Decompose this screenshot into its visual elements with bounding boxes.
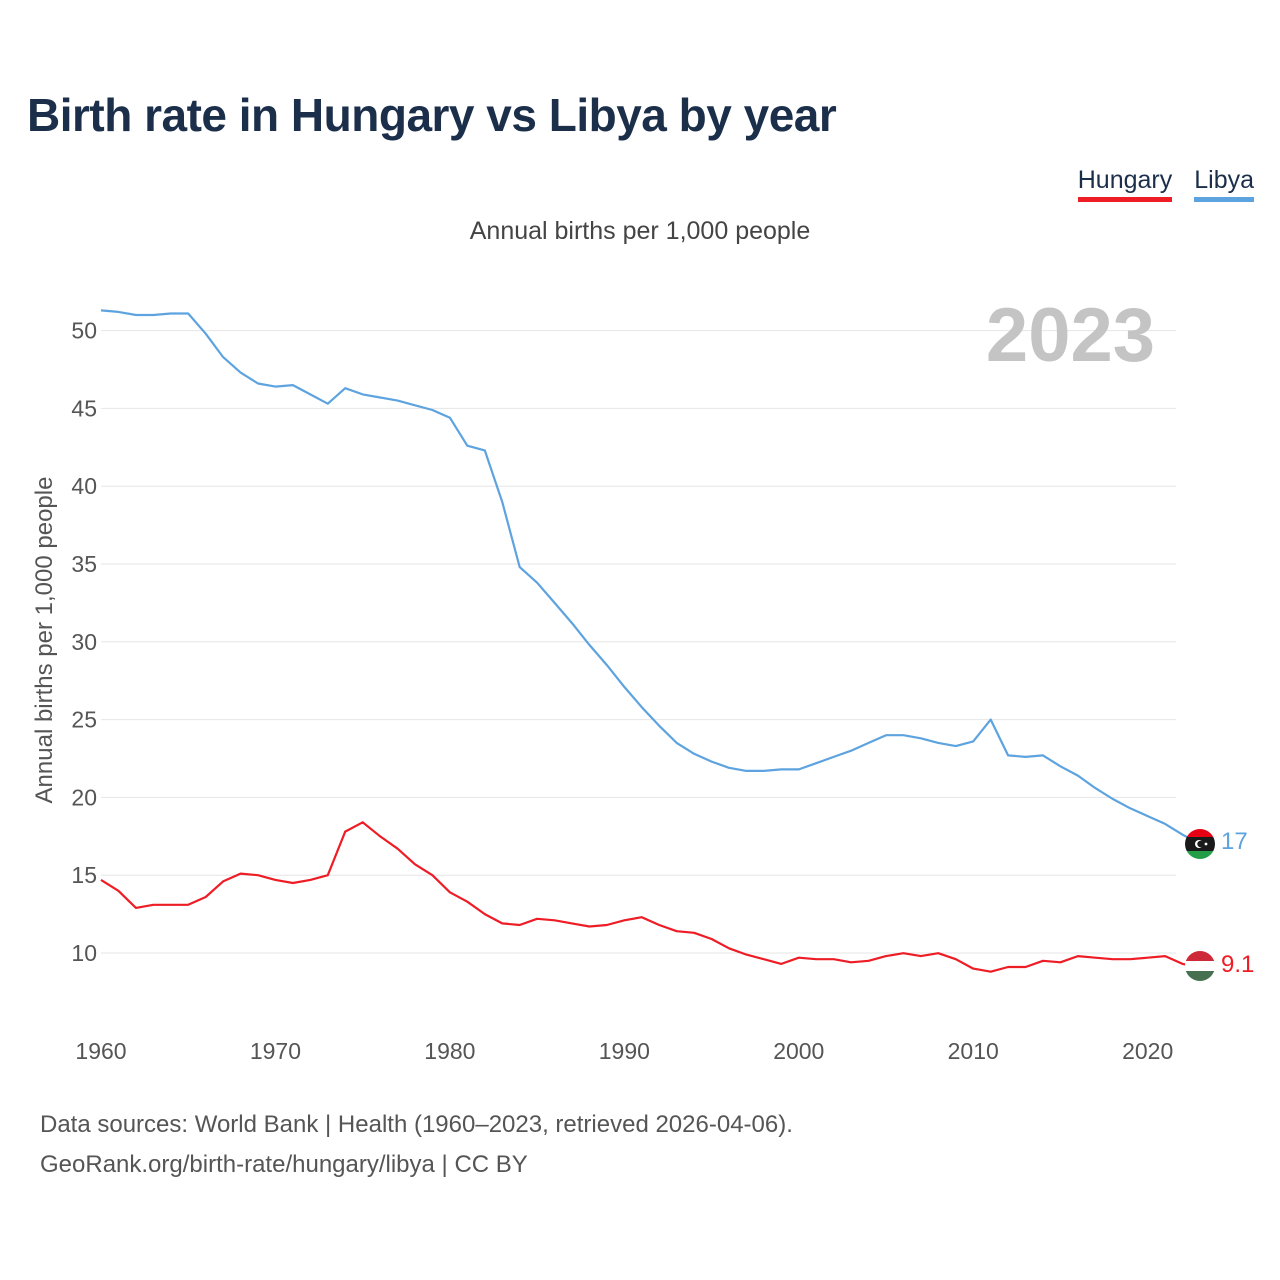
x-tick-label: 2010 <box>948 1038 999 1064</box>
hungary-flag-icon <box>1185 951 1215 981</box>
libya-end-value: 17 <box>1221 828 1248 855</box>
series-line-libya[interactable] <box>100 309 1201 846</box>
x-tick-label: 1960 <box>75 1038 126 1064</box>
legend-item-libya[interactable]: Libya <box>1194 166 1254 202</box>
x-tick-label: 1990 <box>599 1038 650 1064</box>
y-tick-label: 20 <box>71 784 97 810</box>
series-line-hungary[interactable] <box>100 821 1201 973</box>
y-tick-label: 15 <box>71 862 97 888</box>
y-tick-label: 25 <box>71 707 97 733</box>
legend: Hungary Libya <box>1077 166 1254 202</box>
x-tick-label: 2000 <box>773 1038 824 1064</box>
y-tick-label: 35 <box>71 551 97 577</box>
year-badge: 2023 <box>986 293 1155 378</box>
chart-title: Birth rate in Hungary vs Libya by year <box>27 89 837 141</box>
hungary-end-value: 9.1 <box>1221 951 1254 978</box>
y-axis-label: Annual births per 1,000 people <box>31 477 58 804</box>
x-tick-label: 1980 <box>424 1038 475 1064</box>
legend-item-hungary[interactable]: Hungary <box>1077 166 1173 202</box>
y-tick-label: 40 <box>71 473 97 499</box>
y-axis-ticks: 10 15 20 25 30 35 40 45 50 <box>71 318 97 966</box>
source-line-1: Data sources: World Bank | Health (1960–… <box>40 1111 793 1138</box>
gridlines <box>101 330 1176 954</box>
y-tick-label: 50 <box>71 318 97 344</box>
series-lines <box>100 309 1201 973</box>
libya-flag-icon <box>1185 829 1215 859</box>
chart-subtitle: Annual births per 1,000 people <box>469 217 811 245</box>
source-line-2[interactable]: GeoRank.org/birth-rate/hungary/libya | C… <box>40 1151 528 1178</box>
source-note: Data sources: World Bank | Health (1960–… <box>40 1105 793 1185</box>
y-tick-label: 30 <box>71 629 97 655</box>
y-tick-label: 45 <box>71 395 97 421</box>
x-axis-ticks: 1960 1970 1980 1990 2000 2010 2020 <box>75 1038 1173 1064</box>
x-tick-label: 2020 <box>1122 1038 1173 1064</box>
x-tick-label: 1970 <box>250 1038 301 1064</box>
y-tick-label: 10 <box>71 940 97 966</box>
